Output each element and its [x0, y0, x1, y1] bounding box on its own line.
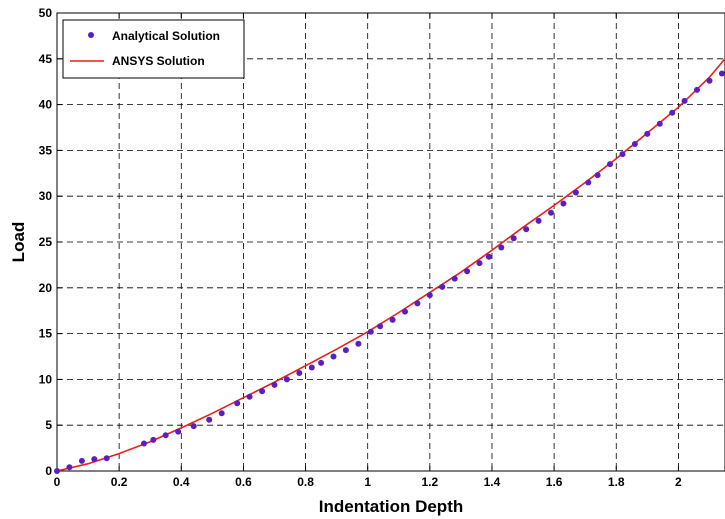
x-tick-label: 0.6: [235, 475, 252, 489]
y-tick-label: 35: [39, 143, 53, 157]
data-point-analytical: [594, 172, 601, 179]
data-point-analytical: [560, 200, 567, 207]
data-point-analytical: [162, 432, 169, 439]
y-tick-label: 10: [39, 372, 53, 386]
y-tick-label: 25: [39, 235, 53, 249]
data-point-analytical: [271, 381, 278, 388]
data-point-analytical: [175, 428, 182, 435]
x-tick-label: 1.2: [421, 475, 438, 489]
data-point-analytical: [342, 347, 349, 354]
data-point-analytical: [103, 455, 110, 462]
data-point-analytical: [619, 151, 626, 158]
data-point-analytical: [308, 364, 315, 371]
data-point-analytical: [234, 400, 241, 407]
data-point-analytical: [476, 260, 483, 267]
data-point-analytical: [259, 388, 266, 395]
legend-label-ansys: ANSYS Solution: [112, 54, 205, 68]
data-point-analytical: [246, 393, 253, 400]
data-point-analytical: [296, 370, 303, 376]
x-tick-label: 0.4: [173, 475, 190, 489]
data-point-analytical: [54, 468, 60, 474]
x-tick-label: 0: [54, 475, 61, 489]
data-point-analytical: [283, 376, 290, 383]
data-point-analytical: [464, 268, 471, 275]
data-point-analytical: [389, 316, 396, 323]
x-tick-label: 2: [675, 475, 682, 489]
data-point-analytical: [206, 416, 213, 423]
data-point-analytical: [78, 457, 85, 464]
legend-marker-analytical: [88, 32, 94, 38]
data-point-analytical: [355, 340, 362, 347]
x-tick-label: 1: [364, 475, 371, 489]
data-point-analytical: [318, 359, 325, 366]
data-point-analytical: [414, 300, 421, 307]
data-point-analytical: [572, 189, 579, 196]
data-point-analytical: [523, 226, 530, 233]
data-point-analytical: [510, 235, 517, 242]
x-tick-label: 0.8: [297, 475, 314, 489]
legend-label-analytical: Analytical Solution: [112, 29, 220, 43]
legend: Analytical Solution ANSYS Solution: [62, 19, 245, 79]
data-point-analytical: [656, 120, 663, 127]
legend-box: [62, 19, 245, 79]
y-tick-label: 15: [39, 327, 53, 341]
data-point-analytical: [439, 283, 446, 290]
data-point-analytical: [585, 179, 592, 186]
x-tick-label: 1.8: [608, 475, 625, 489]
data-point-analytical: [706, 77, 713, 84]
data-point-analytical: [190, 423, 197, 430]
data-point-analytical: [141, 440, 147, 447]
y-tick-label: 40: [39, 98, 53, 112]
data-point-analytical: [485, 253, 492, 260]
data-point-analytical: [426, 292, 433, 299]
data-point-analytical: [498, 244, 505, 251]
data-point-analytical: [681, 97, 688, 104]
grid-lines: [57, 13, 725, 471]
x-axis-ticks: 0 0.2 0.4 0.6 0.8 1 1.2 1.4 1.6 1.8 2: [54, 13, 682, 489]
y-tick-label: 50: [39, 6, 53, 20]
x-tick-label: 1.6: [546, 475, 563, 489]
series-layer: [54, 58, 725, 474]
x-tick-label: 1.4: [484, 475, 501, 489]
data-point-analytical: [91, 456, 98, 463]
data-point-analytical: [451, 275, 458, 282]
y-tick-label: 45: [39, 52, 53, 66]
y-tick-label: 20: [39, 281, 53, 295]
data-point-analytical: [402, 308, 408, 315]
x-axis-label: Indentation Depth: [319, 497, 463, 516]
y-axis-label: Load: [9, 222, 28, 263]
data-point-analytical: [218, 410, 225, 417]
data-point-analytical: [669, 109, 676, 116]
data-point-analytical: [548, 209, 554, 216]
data-point-analytical: [330, 353, 337, 360]
data-point-analytical: [718, 70, 725, 77]
y-tick-label: 30: [39, 189, 53, 203]
y-axis-ticks: 0 5 10 15 20 25 30 35 40 45 50: [39, 6, 62, 478]
x-tick-label: 0.2: [111, 475, 128, 489]
data-point-analytical: [535, 217, 542, 224]
y-tick-label: 0: [45, 464, 52, 478]
data-point-analytical: [694, 86, 700, 93]
data-point-analytical: [66, 464, 73, 471]
data-point-analytical: [377, 323, 384, 330]
series-line-ansys: [56, 58, 725, 472]
data-point-analytical: [607, 161, 613, 168]
data-point-analytical: [644, 130, 651, 137]
y-tick-label: 5: [45, 418, 52, 432]
data-point-analytical: [367, 328, 374, 335]
data-point-analytical: [631, 141, 638, 147]
data-point-analytical: [150, 436, 157, 443]
